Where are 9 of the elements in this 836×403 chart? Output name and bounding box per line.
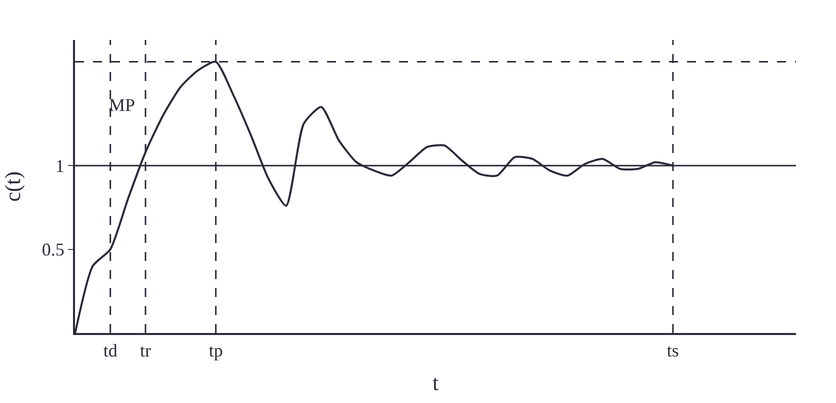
y-tick-label: 1 — [55, 156, 64, 176]
x-tick-label: td — [103, 340, 118, 361]
x-tick-label: ts — [666, 340, 679, 361]
x-tick-label: tp — [208, 340, 223, 361]
y-tick-label: 0.5 — [42, 240, 64, 260]
x-axis-title: t — [432, 370, 439, 395]
annotation: MP — [109, 95, 136, 115]
x-tick-label: tr — [140, 340, 151, 361]
y-axis-title: c(t) — [0, 171, 26, 202]
